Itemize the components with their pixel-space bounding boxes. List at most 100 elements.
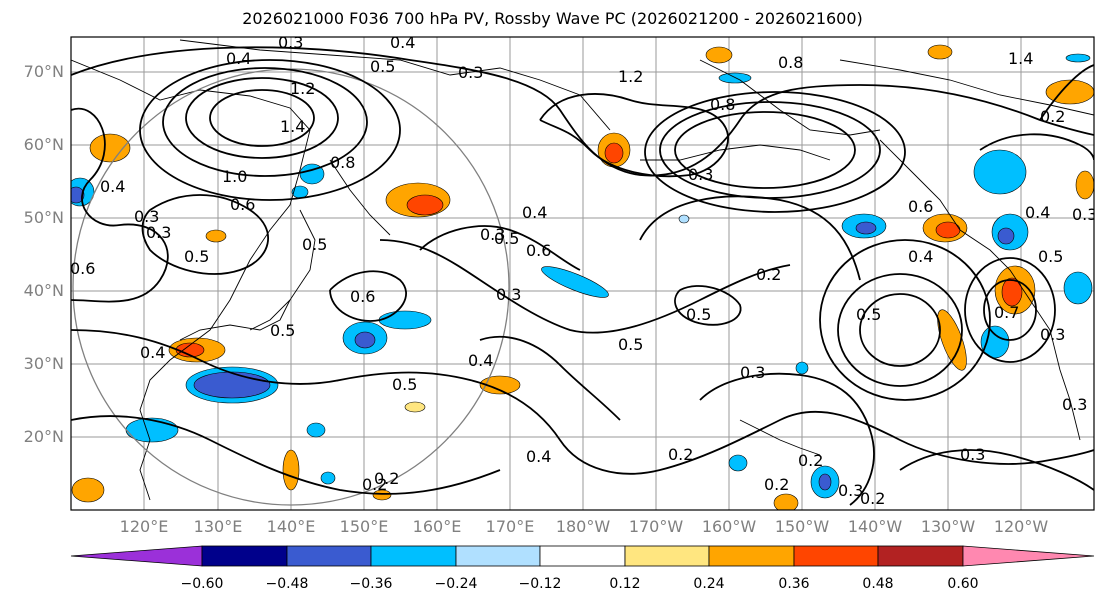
colorbar-segment [708, 545, 795, 567]
map-frame [70, 36, 1095, 511]
lon-label: 150°W [774, 517, 830, 536]
contour-label: 0.2 [798, 451, 823, 470]
colorbar-tick-label: 0.60 [947, 576, 979, 592]
colorbar-segment [70, 545, 203, 567]
contour-label: 0.3 [480, 225, 505, 244]
colorbar-tick-label: 0.12 [609, 576, 641, 592]
anomaly-blob [705, 46, 733, 64]
anomaly-blob [89, 133, 131, 163]
contour-label: 0.4 [226, 49, 251, 68]
anomaly-blob [997, 227, 1015, 245]
contour-label: 0.2 [860, 489, 885, 508]
anomaly-blob [1075, 170, 1094, 200]
contour-label: 1.0 [222, 167, 247, 186]
lon-label: 150°E [339, 517, 389, 536]
contour-labels: 0.4 0.5 0.3 1.2 0.8 1.2 1.4 1.0 0.6 0.8 … [71, 33, 1097, 508]
contour-label: 0.8 [778, 53, 803, 72]
lon-label: 160°W [701, 517, 757, 536]
contour-label: 0.5 [494, 229, 519, 248]
anomaly-blob [604, 142, 624, 164]
positive-anomalies [71, 44, 1094, 510]
colorbar-segment [793, 545, 879, 567]
anomaly-blob [306, 422, 326, 438]
pv-contours [71, 46, 1094, 506]
contour-label: 0.3 [278, 33, 303, 52]
colorbar-segment [877, 545, 964, 567]
colorbar-segment [624, 545, 710, 567]
colorbar-segment [962, 545, 1095, 567]
anomaly-blob [728, 454, 748, 472]
anomaly-blob [927, 44, 953, 60]
contour-label: 0.2 [668, 445, 693, 464]
contour-label: 0.4 [908, 247, 933, 266]
contour-label: 0.8 [330, 153, 355, 172]
anomaly-blob [71, 477, 105, 503]
colorbar-segment [455, 545, 541, 567]
contour-label: 0.5 [184, 247, 209, 266]
contour-label: 0.4 [468, 351, 493, 370]
lat-label: 50°N [23, 208, 64, 227]
contour-label: 0.3 [960, 445, 985, 464]
lon-label: 120°W [993, 517, 1049, 536]
contour-label: 0.4 [526, 447, 551, 466]
colorbar-tick-label: −0.24 [434, 576, 478, 592]
anomaly-blob [320, 471, 336, 485]
contour-label: 0.3 [740, 363, 765, 382]
contour-label: 0.4 [100, 177, 125, 196]
colorbar-tick-label: −0.48 [265, 576, 309, 592]
lat-label: 20°N [23, 427, 64, 446]
contour-label: 0.2 [374, 469, 399, 488]
colorbar-tick-label: −0.12 [518, 576, 562, 592]
contour-label: 0.7 [994, 303, 1019, 322]
anomaly-blob [973, 149, 1027, 195]
colorbar-segment [370, 545, 457, 567]
gridlines [71, 37, 1094, 510]
contour-label: 0.4 [140, 343, 165, 362]
colorbar [70, 545, 1095, 567]
contour-label: 1.2 [290, 79, 315, 98]
contour-label: 1.4 [280, 117, 305, 136]
contour-label: 0.3 [458, 63, 483, 82]
contour-label: 0.2 [1040, 107, 1065, 126]
contour-label: 0.2 [764, 475, 789, 494]
anomaly-blob [541, 266, 609, 298]
anomaly-blob [282, 449, 300, 491]
lon-label: 160°E [412, 517, 462, 536]
anomaly-blob [378, 310, 432, 330]
contour-label: 0.5 [686, 305, 711, 324]
colorbar-tick-label: −0.60 [180, 576, 224, 592]
contour-label: 0.5 [392, 375, 417, 394]
contour-label: 0.3 [1072, 205, 1097, 224]
contour-label: 0.5 [1038, 247, 1063, 266]
contour-label: 0.2 [756, 265, 781, 284]
map-title: 2026021000 F036 700 hPa PV, Rossby Wave … [242, 9, 863, 28]
contour-label: 0.4 [390, 33, 415, 52]
contour-label: 1.2 [618, 67, 643, 86]
anomaly-blob [678, 214, 690, 224]
contour-label: 0.3 [134, 207, 159, 226]
lat-label: 30°N [23, 354, 64, 373]
anomaly-blob [818, 473, 832, 491]
contour-label: 0.2 [362, 475, 387, 494]
contour-label: 0.4 [1025, 203, 1050, 222]
lat-label: 40°N [23, 281, 64, 300]
lon-label: 170°W [628, 517, 684, 536]
anomaly-blob [404, 401, 426, 413]
anomaly-blob [855, 221, 877, 235]
lat-label: 60°N [23, 135, 64, 154]
anomaly-blob [479, 375, 521, 395]
anomaly-blob [406, 194, 444, 216]
anomaly-blob [205, 229, 227, 243]
lon-label: 130°W [920, 517, 976, 536]
contour-label: 0.5 [856, 305, 881, 324]
anomaly-blob [372, 489, 392, 501]
contour-label: 0.8 [710, 95, 735, 114]
anomaly-blob [1045, 79, 1094, 105]
anomaly-blob [795, 361, 809, 375]
lon-label: 170°E [485, 517, 535, 536]
colorbar-segment [201, 545, 288, 567]
contour-label: 0.5 [302, 235, 327, 254]
contour-label: 0.6 [526, 241, 551, 260]
contour-label: 0.3 [1062, 395, 1087, 414]
